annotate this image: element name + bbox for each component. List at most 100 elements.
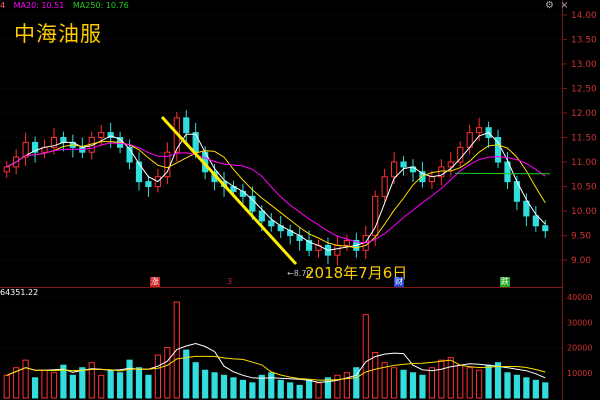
candle-body — [192, 132, 199, 153]
date-annotation: 2018年7月6日 — [305, 264, 408, 282]
volume-tick-label: 40000 — [567, 293, 592, 302]
volume-bar — [485, 364, 492, 399]
volume-bar — [372, 352, 379, 399]
marker-finance[interactable]: 财 — [394, 277, 404, 287]
candle-body — [145, 181, 152, 188]
ma-line-ma20 — [6, 142, 546, 244]
legend-prefix: 4 — [0, 1, 6, 10]
volume-bar — [258, 374, 265, 399]
candle-body — [428, 176, 435, 183]
volume-axis: 40000 30000 20000 10000 — [567, 293, 592, 378]
volume-bar — [88, 362, 95, 399]
candle-body — [305, 239, 313, 251]
candle-body — [268, 220, 275, 227]
candle-body — [3, 166, 10, 173]
downtrend-line — [160, 115, 298, 266]
candle-body — [183, 117, 190, 134]
volume-ma-short — [6, 342, 546, 383]
candle-body — [249, 195, 256, 212]
volume-bar — [239, 379, 247, 399]
volume-bar — [183, 349, 190, 399]
volume-bar — [117, 372, 124, 399]
candle-body — [22, 141, 29, 158]
volume-bar — [305, 379, 313, 399]
candle-body — [494, 137, 502, 163]
low-price-value: 8.70 — [293, 269, 312, 278]
candle-body — [343, 239, 350, 246]
price-tick-label: 13.00 — [571, 60, 597, 70]
volume-bar — [523, 377, 530, 399]
candle-body — [31, 141, 39, 153]
volume-bar — [343, 372, 350, 399]
candle-body — [239, 190, 247, 197]
volume-bar — [447, 357, 454, 399]
volume-tick-label: 10000 — [567, 369, 592, 378]
volume-bar — [466, 367, 473, 399]
marker-fall[interactable]: 跌 — [500, 277, 510, 287]
candle-body — [334, 244, 341, 256]
volume-bar — [419, 374, 426, 399]
volume-bar — [315, 382, 322, 399]
candle-body — [381, 176, 388, 197]
ma-line-medium — [6, 141, 546, 249]
candle-body — [135, 161, 143, 183]
price-tick-label: 9.00 — [571, 256, 591, 266]
volume-bar — [287, 382, 294, 399]
volume-bar — [107, 369, 114, 399]
candle-body — [50, 137, 58, 148]
low-price-label: ←8.70 — [287, 269, 312, 278]
volume-bar — [353, 367, 360, 399]
volume-bar — [457, 364, 464, 399]
volume-bar — [230, 377, 237, 399]
volume-bar — [145, 374, 152, 399]
volume-bar — [69, 374, 76, 399]
volume-bar — [79, 367, 86, 399]
settings-icon[interactable]: ⚙ — [545, 0, 554, 11]
candle-body — [372, 195, 379, 237]
volume-bar — [324, 377, 332, 399]
candle-body — [457, 146, 464, 163]
marker-rise[interactable]: 涨 — [150, 277, 160, 287]
legend-ma250: MA250: 10.76 — [72, 1, 129, 10]
volume-bars — [3, 301, 549, 399]
volume-bar — [249, 382, 256, 399]
moving-average-lines — [6, 132, 551, 251]
price-tick-label: 14.00 — [571, 11, 597, 21]
candle-body — [98, 132, 105, 139]
price-tick-label: 10.00 — [571, 207, 597, 217]
volume-bar — [13, 367, 20, 399]
candle-body — [532, 215, 539, 227]
price-tick-label: 11.50 — [571, 134, 597, 144]
candle-body — [523, 200, 530, 217]
price-tick-label: 9.50 — [571, 232, 591, 242]
volume-ma-long — [6, 355, 546, 381]
volume-bar — [513, 374, 521, 399]
volume-bar — [334, 374, 341, 399]
volume-bar — [192, 362, 199, 399]
volume-bar — [277, 379, 284, 399]
volume-value: 64351.22 — [0, 288, 39, 297]
price-gridlines — [0, 14, 562, 261]
candle-body — [419, 171, 426, 183]
volume-bar — [126, 359, 133, 399]
volume-bar — [542, 382, 549, 399]
volume-bar — [438, 359, 445, 399]
candle-body — [476, 127, 483, 134]
volume-bar — [428, 367, 435, 399]
candle-body — [107, 132, 114, 139]
volume-bar — [220, 374, 228, 399]
close-icon[interactable]: × — [560, 0, 569, 11]
price-tick-label: 13.50 — [571, 35, 597, 45]
marker-three[interactable]: 3 — [227, 277, 233, 286]
price-tick-label: 11.00 — [571, 158, 597, 168]
price-axis: 14.00 13.50 13.00 12.50 12.00 11.50 11.00 10.50… — [563, 11, 597, 266]
candle-body — [447, 161, 454, 168]
indicator-legend: 4 MA20: 10.51 MA250: 10.76 — [0, 0, 135, 12]
volume-bar — [211, 372, 218, 399]
volume-bar — [494, 362, 502, 399]
volume-bar — [532, 379, 539, 399]
volume-bar — [164, 347, 171, 399]
volume-bar — [476, 369, 483, 399]
chart-tools[interactable]: ⚙ × — [545, 0, 569, 11]
